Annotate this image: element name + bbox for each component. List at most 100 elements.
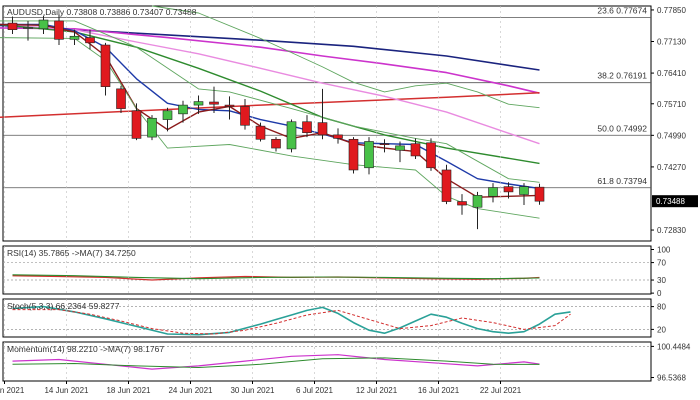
candle[interactable] xyxy=(333,128,343,144)
fib-level-label: 23.6 0.77674 xyxy=(597,6,647,16)
price-tick-label: 0.72830 xyxy=(657,226,686,235)
candle-body xyxy=(379,143,390,145)
time-tick-label: 16 Jul 2021 xyxy=(418,386,460,395)
candle[interactable] xyxy=(364,137,374,175)
candle[interactable] xyxy=(54,14,64,46)
green-ma-line xyxy=(0,23,540,165)
candle-body xyxy=(224,104,235,107)
candle[interactable] xyxy=(224,96,235,120)
candle-body xyxy=(333,134,343,139)
candle[interactable] xyxy=(379,139,390,153)
candle[interactable] xyxy=(519,183,529,206)
candle-body xyxy=(534,186,545,202)
price-tick-label: 0.74990 xyxy=(657,131,686,140)
candle[interactable] xyxy=(286,119,297,153)
candle-body xyxy=(209,101,219,105)
candle[interactable] xyxy=(472,191,483,230)
candle[interactable] xyxy=(23,20,33,41)
candle-body xyxy=(457,201,467,206)
rsi-tick-label: 30 xyxy=(657,276,666,285)
candle-body xyxy=(286,121,297,150)
price-tick-label: 0.75710 xyxy=(657,100,686,109)
magenta-ma-line xyxy=(0,27,540,94)
rsi-label: RSI(14) 35.7865 ->MA(7) 34.7250 xyxy=(7,248,136,258)
candle-body xyxy=(7,22,18,30)
candle[interactable] xyxy=(488,183,498,203)
candle[interactable] xyxy=(395,141,405,163)
price-tick-label: 0.74270 xyxy=(657,163,686,172)
candle[interactable] xyxy=(534,183,545,205)
time-tick-label: 6 Jul 2021 xyxy=(296,386,333,395)
band-lower-line xyxy=(0,37,540,219)
candle[interactable] xyxy=(69,29,80,46)
candle[interactable] xyxy=(240,98,250,130)
candle-body xyxy=(178,104,188,115)
chart-header: AUDUSD,Daily 0.73808 0.73886 0.73407 0.7… xyxy=(7,7,197,17)
momentum-tick-label: 100.4484 xyxy=(657,342,691,351)
candle-body xyxy=(302,121,312,134)
candle[interactable] xyxy=(503,182,514,199)
momentum-tick-label: 96.5368 xyxy=(657,374,686,383)
fib-level-label: 38.2 0.76191 xyxy=(597,71,647,81)
time-tick-label: 24 Jun 2021 xyxy=(168,386,213,395)
candle-body xyxy=(69,35,80,40)
time-axis: 8 Jun 2021 14 Jun 2021 18 Jun 2021 24 Jun 2… xyxy=(0,6,522,395)
momentum-ma-line xyxy=(12,357,540,368)
candle-body xyxy=(85,37,95,44)
candle-body xyxy=(488,187,498,197)
candle-body xyxy=(348,138,359,171)
candle[interactable] xyxy=(162,107,173,132)
time-tick-label: 12 Jul 2021 xyxy=(356,386,398,395)
candle[interactable] xyxy=(100,42,111,96)
fib-level-label: 50.0 0.74992 xyxy=(597,123,647,133)
candle[interactable] xyxy=(426,138,436,171)
time-tick-label: 14 Jun 2021 xyxy=(44,386,89,395)
candle[interactable] xyxy=(348,137,359,174)
pink-ma-line xyxy=(0,23,540,145)
rsi-tick-label: 0 xyxy=(657,289,662,298)
candle-body xyxy=(54,20,64,40)
indicator-pane-frame-1 xyxy=(2,298,652,338)
candle[interactable] xyxy=(441,164,452,205)
candle-body xyxy=(193,101,204,106)
candle[interactable] xyxy=(116,85,126,113)
candle-body xyxy=(426,142,436,169)
time-tick-label: 30 Jun 2021 xyxy=(230,386,275,395)
candle[interactable] xyxy=(302,115,312,138)
candle-body xyxy=(364,141,374,169)
stoch-tick-label: 80 xyxy=(657,303,666,312)
candle[interactable] xyxy=(147,115,157,141)
candle-body xyxy=(147,117,157,138)
time-tick-label: 18 Jun 2021 xyxy=(106,386,151,395)
candle-body xyxy=(410,143,421,157)
candle[interactable] xyxy=(271,137,281,152)
indicator-pane-frame-0 xyxy=(2,245,652,295)
stoch-k-line xyxy=(12,305,571,336)
stoch-label: Stoch(5,3,3) 66.2364 59.8277 xyxy=(7,301,120,311)
momentum-label: Momentum(14) 98.2210 ->MA(7) 98.1767 xyxy=(7,344,164,354)
candle[interactable] xyxy=(38,15,49,35)
indicator-pane-frame-2 xyxy=(2,341,652,382)
candle-body xyxy=(519,186,529,195)
time-tick-label: 8 Jun 2021 xyxy=(0,386,25,395)
candle[interactable] xyxy=(85,29,95,50)
momentum-pane: Momentum(14) 98.2210 ->MA(7) 98.1767 100.… xyxy=(3,342,691,383)
rsi-tick-label: 70 xyxy=(657,259,666,268)
price-tick-label: 0.77130 xyxy=(657,38,686,47)
candle-body xyxy=(116,88,126,109)
band-upper-line xyxy=(0,20,540,183)
candle[interactable] xyxy=(131,103,142,141)
rsi-ma-line xyxy=(12,274,540,280)
candle[interactable] xyxy=(255,122,266,142)
candle[interactable] xyxy=(209,86,219,113)
candle[interactable] xyxy=(7,16,18,35)
candles xyxy=(7,14,545,230)
candle-body xyxy=(100,44,111,87)
stoch-tick-label: 20 xyxy=(657,325,666,334)
candle[interactable] xyxy=(317,88,328,140)
candle[interactable] xyxy=(178,100,188,123)
candle[interactable] xyxy=(410,138,421,160)
candle[interactable] xyxy=(457,194,467,215)
candle[interactable] xyxy=(193,95,204,114)
